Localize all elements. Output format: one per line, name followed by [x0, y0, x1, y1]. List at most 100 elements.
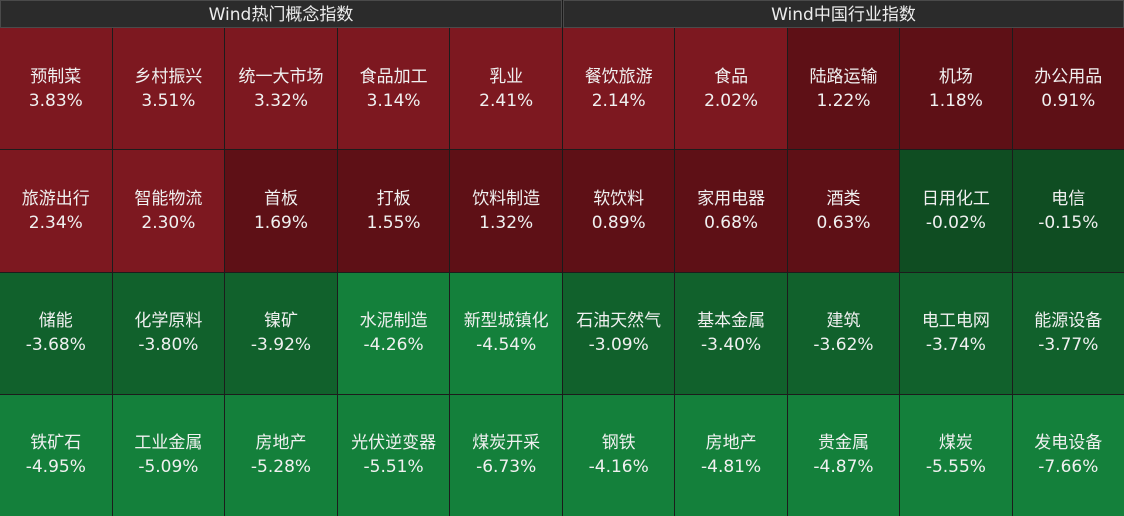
index-change-pct: -4.54%	[476, 335, 537, 356]
index-name: 乳业	[489, 66, 524, 87]
index-tile[interactable]: 智能物流 2.30%	[112, 150, 225, 272]
index-tile[interactable]: 家用电器 0.68%	[675, 150, 787, 272]
index-change-pct: -5.09%	[138, 457, 199, 478]
index-tile[interactable]: 电信 -0.15%	[1012, 150, 1124, 272]
index-change-pct: -0.15%	[1038, 212, 1099, 233]
index-change-pct: 0.68%	[704, 212, 759, 233]
index-change-pct: 0.63%	[816, 212, 871, 233]
index-tile[interactable]: 预制菜 3.83%	[0, 28, 112, 150]
index-change-pct: -7.66%	[1038, 457, 1099, 478]
index-name: 日用化工	[921, 188, 990, 209]
index-tile[interactable]: 煤炭 -5.55%	[900, 394, 1012, 516]
index-tile[interactable]: 食品 2.02%	[675, 28, 787, 150]
index-name: 机场	[938, 66, 973, 87]
index-tile[interactable]: 煤炭开采 -6.73%	[450, 394, 562, 516]
concept-index-panel: Wind热门概念指数 预制菜 3.83% 乡村振兴 3.51% 统一大市场 3.32% 食品…	[0, 0, 562, 516]
index-name: 餐饮旅游	[584, 66, 653, 87]
index-tile[interactable]: 工业金属 -5.09%	[112, 394, 225, 516]
index-tile[interactable]: 机场 1.18%	[900, 28, 1012, 150]
index-tile[interactable]: 新型城镇化 -4.54%	[450, 272, 562, 394]
index-name: 酒类	[826, 188, 861, 209]
index-name: 镍矿	[263, 311, 298, 332]
index-change-pct: -0.02%	[925, 212, 986, 233]
index-change-pct: -3.92%	[250, 335, 312, 356]
index-change-pct: -3.77%	[1038, 335, 1099, 356]
index-name: 煤炭开采	[472, 433, 541, 454]
index-change-pct: -4.81%	[701, 457, 762, 478]
index-tile[interactable]: 化学原料 -3.80%	[112, 272, 225, 394]
index-tile[interactable]: 房地产 -4.81%	[675, 394, 787, 516]
index-change-pct: 2.34%	[28, 212, 83, 233]
index-name: 工业金属	[134, 433, 203, 454]
index-name: 光伏逆变器	[351, 433, 437, 454]
index-tile[interactable]: 食品加工 3.14%	[337, 28, 450, 150]
index-name: 建筑	[826, 311, 861, 332]
index-change-pct: 2.30%	[141, 212, 196, 233]
index-tile[interactable]: 光伏逆变器 -5.51%	[337, 394, 450, 516]
index-tile[interactable]: 打板 1.55%	[337, 150, 450, 272]
index-change-pct: -4.87%	[813, 457, 874, 478]
index-name: 房地产	[255, 433, 307, 454]
index-change-pct: -4.95%	[25, 457, 86, 478]
index-tile[interactable]: 首板 1.69%	[225, 150, 337, 272]
index-tile[interactable]: 陆路运输 1.22%	[787, 28, 900, 150]
index-tile[interactable]: 水泥制造 -4.26%	[337, 272, 450, 394]
index-change-pct: -5.51%	[363, 457, 424, 478]
index-change-pct: -4.26%	[363, 335, 424, 356]
index-change-pct: 0.89%	[591, 212, 646, 233]
index-tile[interactable]: 办公用品 0.91%	[1012, 28, 1124, 150]
index-name: 首板	[263, 188, 298, 209]
index-name: 铁矿石	[30, 433, 82, 454]
index-tile[interactable]: 镍矿 -3.92%	[225, 272, 337, 394]
index-tile[interactable]: 电工电网 -3.74%	[900, 272, 1012, 394]
concept-index-title: Wind热门概念指数	[0, 0, 562, 28]
index-change-pct: -4.16%	[588, 457, 649, 478]
index-name: 发电设备	[1034, 433, 1103, 454]
index-change-pct: 2.14%	[591, 90, 646, 111]
index-change-pct: 3.14%	[366, 90, 421, 111]
index-tile[interactable]: 石油天然气 -3.09%	[563, 272, 675, 394]
index-tile[interactable]: 铁矿石 -4.95%	[0, 394, 112, 516]
index-name: 智能物流	[134, 188, 203, 209]
index-tile[interactable]: 饮料制造 1.32%	[450, 150, 562, 272]
index-tile[interactable]: 统一大市场 3.32%	[225, 28, 337, 150]
index-change-pct: -3.40%	[701, 335, 762, 356]
index-change-pct: 1.22%	[816, 90, 871, 111]
index-name: 饮料制造	[472, 188, 541, 209]
index-change-pct: 1.55%	[366, 212, 421, 233]
index-name: 打板	[376, 188, 411, 209]
index-tile[interactable]: 建筑 -3.62%	[787, 272, 900, 394]
index-tile[interactable]: 能源设备 -3.77%	[1012, 272, 1124, 394]
index-name: 食品	[714, 66, 749, 87]
index-tile[interactable]: 旅游出行 2.34%	[0, 150, 112, 272]
index-tile[interactable]: 软饮料 0.89%	[563, 150, 675, 272]
index-tile[interactable]: 基本金属 -3.40%	[675, 272, 787, 394]
index-tile[interactable]: 日用化工 -0.02%	[900, 150, 1012, 272]
concept-index-grid: 预制菜 3.83% 乡村振兴 3.51% 统一大市场 3.32% 食品加工 3.14% 乳业 2.…	[0, 28, 562, 516]
index-change-pct: 3.83%	[28, 90, 83, 111]
index-change-pct: -3.80%	[138, 335, 199, 356]
index-tile[interactable]: 乡村振兴 3.51%	[112, 28, 225, 150]
index-tile[interactable]: 贵金属 -4.87%	[787, 394, 900, 516]
index-tile[interactable]: 房地产 -5.28%	[225, 394, 337, 516]
industry-index-panel: Wind中国行业指数 餐饮旅游 2.14% 食品 2.02% 陆路运输 1.22% 机场 1.…	[563, 0, 1124, 516]
index-tile[interactable]: 发电设备 -7.66%	[1012, 394, 1124, 516]
index-name: 水泥制造	[359, 311, 428, 332]
index-change-pct: -3.62%	[813, 335, 874, 356]
index-tile[interactable]: 乳业 2.41%	[450, 28, 562, 150]
index-tile[interactable]: 钢铁 -4.16%	[563, 394, 675, 516]
index-name: 化学原料	[134, 311, 203, 332]
index-name: 办公用品	[1034, 66, 1103, 87]
index-tile[interactable]: 储能 -3.68%	[0, 272, 112, 394]
index-tile[interactable]: 酒类 0.63%	[787, 150, 900, 272]
index-tile[interactable]: 餐饮旅游 2.14%	[563, 28, 675, 150]
index-name: 基本金属	[697, 311, 766, 332]
index-name: 煤炭	[938, 433, 973, 454]
index-change-pct: 0.91%	[1041, 90, 1096, 111]
index-name: 新型城镇化	[463, 311, 549, 332]
industry-index-grid: 餐饮旅游 2.14% 食品 2.02% 陆路运输 1.22% 机场 1.18% 办公用品 0.91…	[563, 28, 1124, 516]
index-name: 乡村振兴	[134, 66, 203, 87]
index-change-pct: 1.18%	[928, 90, 983, 111]
index-change-pct: 1.32%	[479, 212, 534, 233]
index-change-pct: -5.55%	[925, 457, 986, 478]
